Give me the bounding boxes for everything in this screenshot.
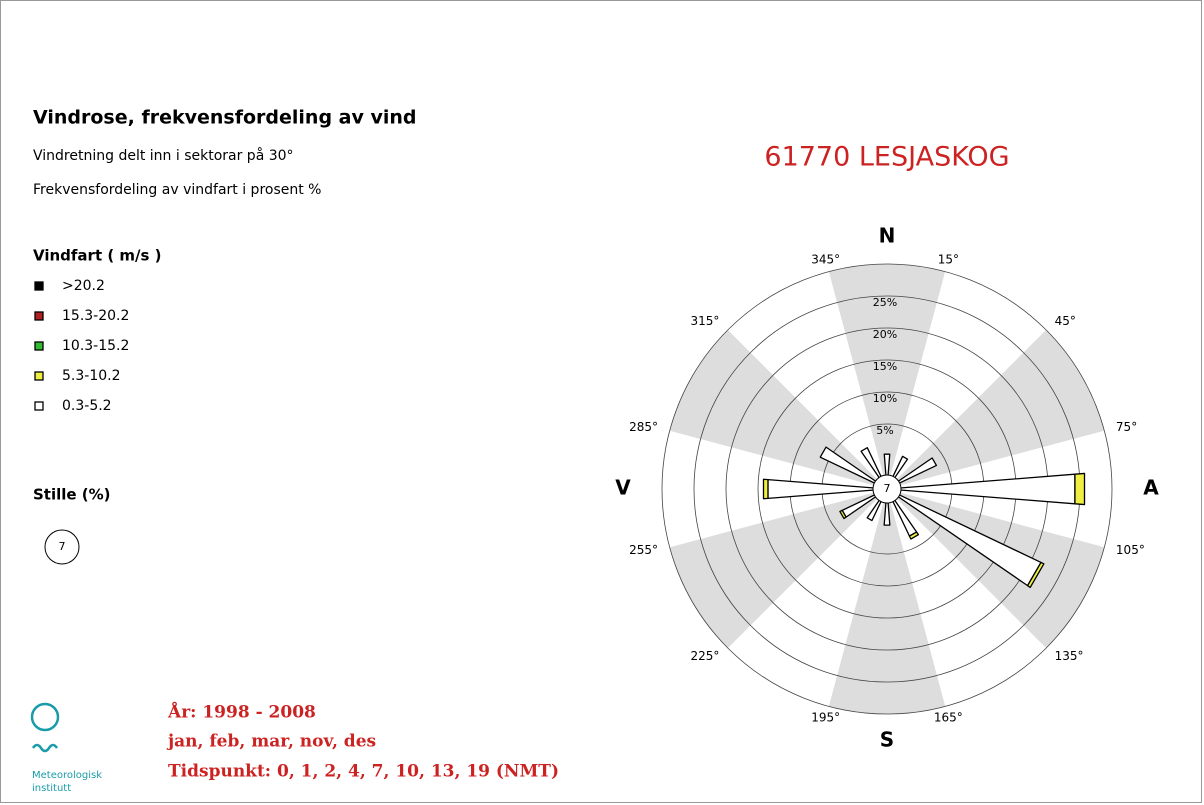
chart-title: 61770 LESJASKOG — [764, 142, 1009, 173]
legend-label: 5.3-10.2 — [62, 368, 121, 384]
sector-band — [887, 271, 1047, 489]
petal-segment — [1074, 472, 1086, 506]
legend-swatch — [34, 401, 44, 411]
sector-band — [887, 329, 1105, 489]
compass-label: S — [880, 728, 894, 752]
petal-segment — [839, 509, 847, 520]
footer-line: jan, feb, mar, nov, des — [166, 732, 376, 752]
legend-label: >20.2 — [62, 278, 105, 294]
legend-label: 10.3-15.2 — [62, 338, 129, 354]
ring-label: 10% — [873, 392, 897, 405]
sector-band — [727, 271, 887, 489]
petal-segment — [886, 457, 938, 490]
sector-label: 315° — [691, 314, 720, 328]
heading: Vindrose, frekvensfordeling av vind — [33, 107, 417, 129]
footer-line: Tidspunkt: 0, 1, 2, 4, 7, 10, 13, 19 (NM… — [168, 762, 559, 782]
sector-label: 285° — [629, 420, 658, 434]
sector-band — [828, 264, 946, 489]
ring-outer — [661, 263, 1113, 715]
ring-label: 5% — [876, 424, 893, 437]
sector-label: 15° — [938, 253, 959, 267]
petal-segment — [762, 478, 769, 500]
calm-title: Stille (%) — [33, 486, 111, 504]
legend-swatch — [34, 371, 44, 381]
sector-label: 225° — [691, 649, 720, 663]
legend-swatch — [34, 311, 44, 321]
logo-circle — [30, 702, 60, 732]
ring-label: 25% — [873, 296, 897, 309]
logo-text: Meteorologisk — [32, 770, 102, 781]
sector-label: 75° — [1116, 420, 1137, 434]
sector-label: 255° — [629, 543, 658, 557]
sector-label: 105° — [1116, 543, 1145, 557]
legend-swatch — [34, 281, 44, 291]
petal-segment — [883, 488, 891, 526]
ring-label: 15% — [873, 360, 897, 373]
sector-band — [727, 489, 887, 707]
sector-label: 165° — [934, 710, 963, 724]
sector-band — [669, 329, 887, 489]
sector-band — [887, 489, 1105, 649]
subtitle: Vindretning delt inn i sektorar på 30° — [33, 147, 294, 164]
petal-segment — [908, 531, 920, 540]
compass-label: V — [615, 476, 631, 500]
legend-swatch — [34, 341, 44, 351]
petal-segment — [883, 453, 891, 490]
calm-value: 7 — [59, 540, 66, 553]
sector-band — [828, 489, 946, 715]
legend-title: Vindfart ( m/s ) — [33, 247, 162, 265]
compass-label: A — [1143, 476, 1159, 500]
sector-label: 45° — [1055, 314, 1076, 328]
sector-band — [669, 489, 887, 649]
legend-label: 0.3-5.2 — [62, 398, 112, 414]
petal-segment — [819, 446, 888, 490]
legend-label: 15.3-20.2 — [62, 308, 129, 324]
sector-label: 345° — [811, 253, 840, 267]
compass-label: N — [879, 224, 896, 248]
sector-band — [887, 489, 1047, 707]
sector-label: 195° — [811, 710, 840, 724]
sector-label: 135° — [1055, 649, 1084, 663]
footer-line: År: 1998 - 2008 — [167, 701, 316, 723]
wind-rose: 5% 10% 15% 20% 25% 15° 45° 75° 105° 135° 165° 195° 2… — [615, 224, 1159, 752]
calm-circle — [872, 474, 902, 504]
calm-circle — [44, 529, 80, 565]
subtitle: Frekvensfordeling av vindfart i prosent … — [33, 182, 321, 198]
ring-label: 20% — [873, 328, 897, 341]
petal-segment — [1026, 561, 1045, 589]
logo-text: institutt — [32, 783, 71, 794]
calm-value: 7 — [884, 482, 891, 495]
logo-wave — [31, 743, 59, 753]
